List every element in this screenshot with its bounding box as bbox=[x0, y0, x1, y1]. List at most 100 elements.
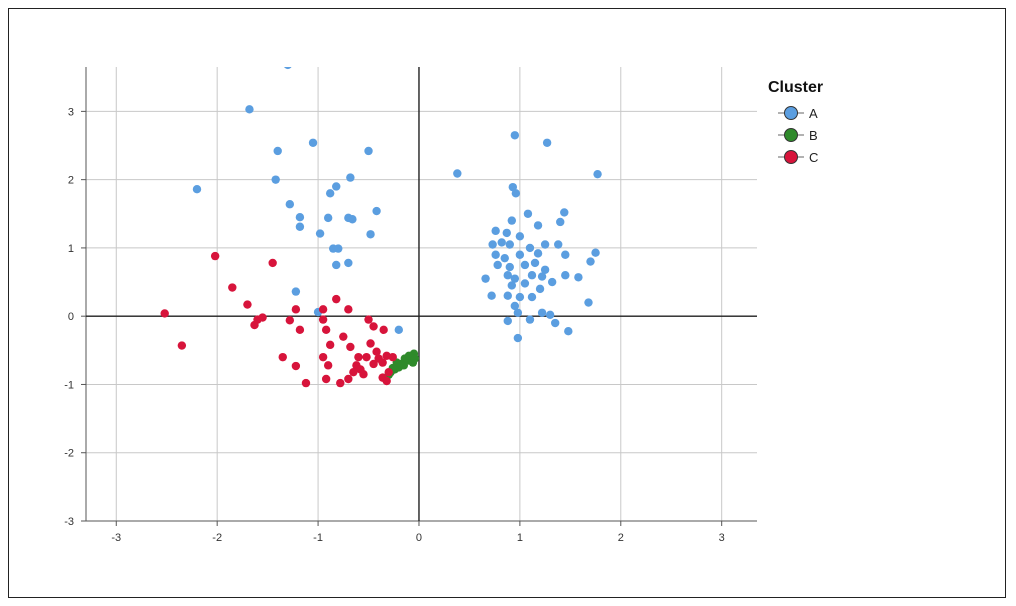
point-a bbox=[346, 173, 355, 182]
point-c bbox=[160, 309, 169, 318]
point-c bbox=[346, 342, 355, 352]
point-c bbox=[285, 316, 295, 325]
point-a bbox=[537, 272, 547, 281]
point-c bbox=[228, 283, 237, 292]
point-a bbox=[513, 308, 523, 317]
point-c bbox=[372, 347, 381, 356]
data-points bbox=[160, 67, 602, 388]
point-a bbox=[192, 185, 202, 194]
point-c bbox=[344, 305, 353, 314]
point-a bbox=[515, 292, 525, 302]
point-a bbox=[271, 175, 280, 184]
point-a bbox=[453, 169, 462, 178]
point-a bbox=[564, 327, 573, 336]
x-tick-label: 0 bbox=[416, 532, 422, 544]
point-c bbox=[336, 378, 345, 388]
point-a bbox=[491, 226, 500, 236]
point-a bbox=[488, 240, 497, 249]
point-c bbox=[291, 305, 301, 314]
point-c bbox=[378, 358, 387, 367]
point-a bbox=[515, 232, 525, 241]
y-tick-label: -3 bbox=[64, 516, 74, 528]
point-c bbox=[379, 325, 388, 335]
legend-label-a: A bbox=[809, 106, 818, 121]
point-c bbox=[318, 315, 328, 324]
x-tick-label: 3 bbox=[719, 532, 725, 544]
point-a bbox=[527, 271, 537, 280]
point-a bbox=[510, 131, 520, 140]
point-a bbox=[593, 169, 602, 179]
legend: Cluster ABC bbox=[768, 79, 823, 165]
point-a bbox=[394, 325, 403, 335]
point-c bbox=[349, 367, 358, 377]
point-a bbox=[525, 315, 535, 324]
y-tick-label: 0 bbox=[68, 311, 74, 323]
point-c bbox=[318, 305, 328, 314]
point-a bbox=[584, 298, 593, 307]
point-a bbox=[295, 222, 305, 231]
point-a bbox=[507, 216, 517, 225]
point-a bbox=[513, 333, 523, 343]
legend-marker-a bbox=[784, 106, 798, 120]
x-tick-label: -2 bbox=[212, 532, 222, 544]
point-a bbox=[540, 265, 550, 274]
point-a bbox=[502, 228, 511, 238]
y-tick-label: -1 bbox=[64, 379, 74, 391]
point-a bbox=[533, 221, 543, 230]
point-c bbox=[339, 332, 348, 341]
point-a bbox=[505, 262, 514, 272]
point-a bbox=[520, 279, 530, 288]
point-a bbox=[308, 138, 318, 147]
point-a bbox=[510, 301, 520, 311]
point-c bbox=[382, 376, 391, 386]
point-a bbox=[491, 250, 500, 259]
point-a bbox=[481, 274, 490, 283]
point-c bbox=[258, 313, 267, 322]
point-a bbox=[487, 291, 496, 300]
point-a bbox=[586, 257, 595, 266]
point-c bbox=[243, 300, 252, 309]
point-a bbox=[550, 318, 560, 328]
chart-frame bbox=[8, 8, 1006, 598]
point-a bbox=[295, 212, 305, 222]
y-tick-label: -2 bbox=[64, 448, 74, 460]
point-a bbox=[527, 292, 537, 302]
legend-label-b: B bbox=[809, 128, 818, 143]
point-a bbox=[493, 260, 502, 270]
point-a bbox=[525, 243, 535, 253]
point-b bbox=[410, 354, 420, 363]
legend-marker-b bbox=[784, 128, 798, 142]
x-tick-label: 1 bbox=[517, 532, 523, 544]
point-a bbox=[511, 189, 521, 198]
point-a bbox=[591, 248, 600, 257]
axes bbox=[81, 67, 757, 526]
x-tick-label: 2 bbox=[618, 532, 624, 544]
legend-title: Cluster bbox=[768, 79, 823, 96]
point-a bbox=[500, 253, 509, 263]
point-a bbox=[515, 250, 525, 259]
grid-lines bbox=[86, 67, 757, 522]
point-a bbox=[547, 277, 557, 287]
y-tick-label: 1 bbox=[68, 243, 74, 255]
point-a bbox=[574, 273, 583, 282]
point-a bbox=[507, 281, 517, 290]
tick-labels: -3 -2 -1 0 1 2 3 3 2 1 0 -1 -2 -3 bbox=[64, 106, 725, 544]
point-a bbox=[334, 244, 343, 253]
y-tick-label: 2 bbox=[68, 175, 74, 187]
point-a bbox=[556, 217, 565, 227]
point-a bbox=[366, 230, 375, 239]
point-c bbox=[369, 359, 378, 369]
point-a bbox=[540, 240, 550, 249]
point-a bbox=[348, 215, 357, 224]
point-c bbox=[366, 339, 375, 348]
legend-marker-c bbox=[784, 150, 798, 164]
point-a bbox=[560, 208, 569, 217]
x-tick-label: -3 bbox=[111, 532, 121, 544]
point-a bbox=[537, 308, 547, 317]
point-c bbox=[354, 352, 363, 362]
point-c bbox=[323, 361, 333, 370]
point-a bbox=[372, 206, 381, 216]
point-a bbox=[497, 238, 506, 247]
point-c bbox=[384, 367, 393, 377]
